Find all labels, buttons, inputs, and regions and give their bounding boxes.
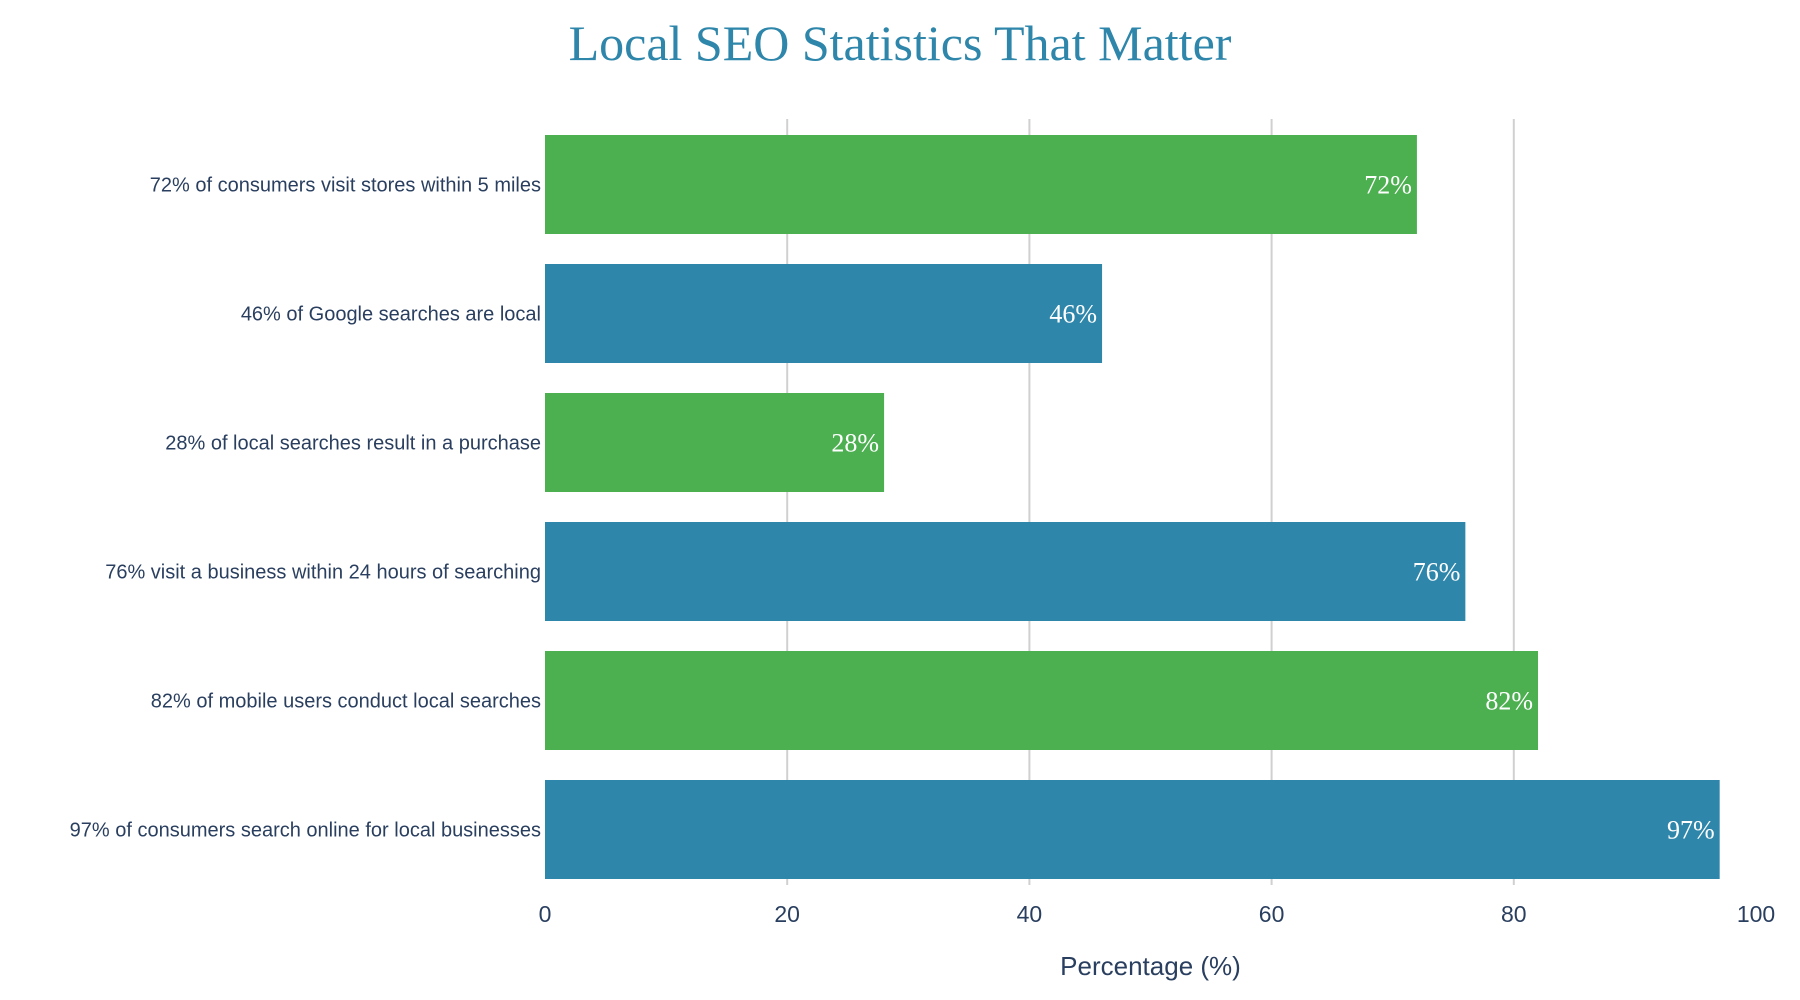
x-tick-label: 100 [1737,901,1775,927]
category-label: 97% of consumers search online for local… [70,820,541,842]
bar-value-label: 72% [1364,171,1412,200]
category-label: 46% of Google searches are local [241,304,541,326]
category-label: 28% of local searches result in a purcha… [165,433,541,455]
category-label: 82% of mobile users conduct local search… [151,691,541,713]
bar [545,522,1466,621]
bar-value-label: 76% [1413,558,1461,587]
bar [545,651,1539,750]
bar [545,780,1720,879]
x-tick-label: 60 [1259,901,1285,927]
bar [545,135,1417,234]
x-tick-label: 20 [774,901,800,927]
bar-value-label: 28% [831,429,879,458]
category-label: 76% visit a business within 24 hours of … [105,562,541,584]
bar [545,393,885,492]
x-tick-label: 40 [1017,901,1043,927]
bar-value-label: 97% [1667,816,1715,845]
bar-value-label: 82% [1485,687,1533,716]
x-axis-title: Percentage (%) [1060,951,1241,981]
chart-title: Local SEO Statistics That Matter [568,15,1232,71]
category-label: 72% of consumers visit stores within 5 m… [150,175,541,197]
bar [545,264,1103,363]
bar-value-label: 46% [1049,300,1097,329]
x-tick-label: 80 [1501,901,1527,927]
x-tick-label: 0 [539,901,552,927]
